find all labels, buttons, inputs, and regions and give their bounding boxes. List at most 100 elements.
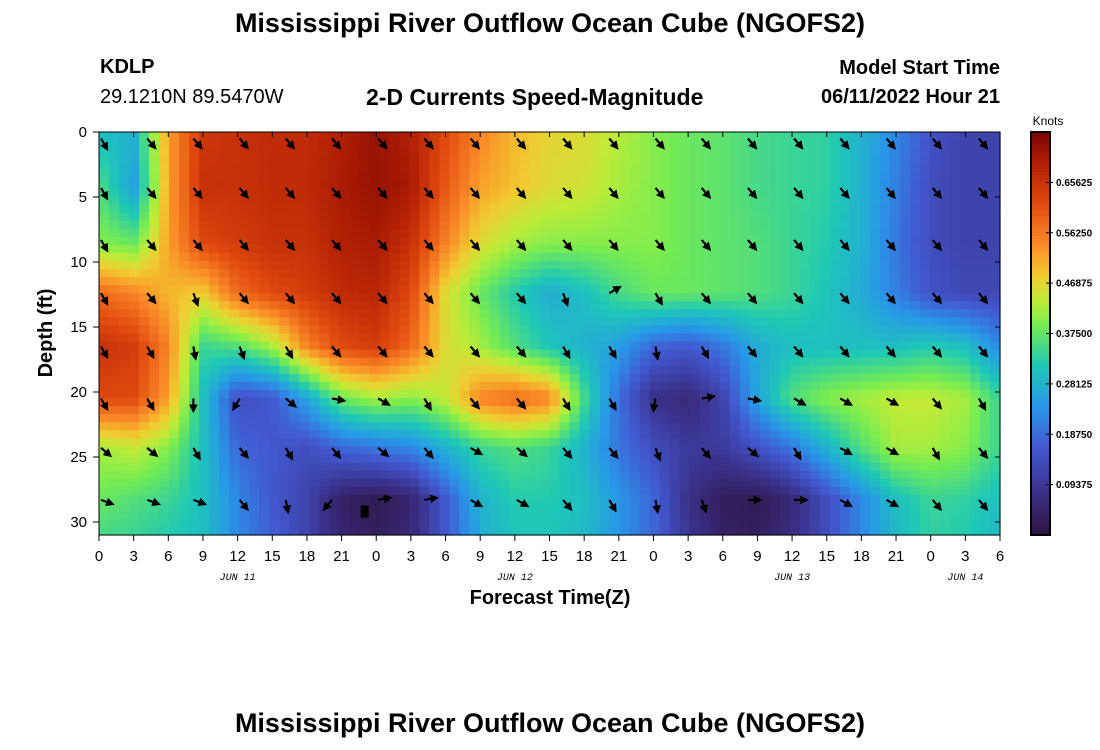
heatmap-cell (949, 132, 961, 141)
heatmap-cell (299, 252, 310, 262)
heatmap-cell (369, 285, 380, 294)
heatmap-cell (419, 285, 430, 294)
heatmap-cell (569, 260, 581, 270)
heatmap-cell (869, 454, 881, 464)
colorbar-segment (1031, 242, 1050, 247)
heatmap-cell (689, 180, 701, 190)
heatmap-cell (949, 430, 961, 439)
colorbar-segment (1031, 205, 1050, 210)
heatmap-cell (269, 486, 280, 496)
heatmap-cell (429, 204, 440, 214)
heatmap-cell (789, 260, 801, 270)
heatmap-cell (549, 220, 561, 230)
heatmap-cell (709, 140, 721, 149)
heatmap-cell (899, 357, 911, 367)
heatmap-cell (809, 301, 821, 310)
heatmap-cell (139, 406, 150, 415)
heatmap-cell (229, 341, 240, 351)
heatmap-cell (649, 414, 661, 423)
heatmap-cell (169, 502, 180, 512)
heatmap-cell (389, 132, 400, 141)
current-arrow (562, 397, 571, 412)
heatmap-cell (859, 341, 871, 351)
heatmap-cell (169, 204, 180, 214)
heatmap-cell (99, 365, 110, 375)
heatmap-cell (129, 236, 140, 246)
heatmap-cell (199, 502, 210, 512)
heatmap-cell (379, 132, 390, 141)
heatmap-cell (179, 341, 190, 351)
heatmap-cell (99, 156, 110, 165)
heatmap-cell (469, 172, 481, 181)
heatmap-cell (889, 196, 901, 206)
heatmap-cell (629, 502, 641, 512)
heatmap-cell (249, 389, 260, 399)
heatmap-cell (569, 349, 581, 359)
heatmap-cell (699, 470, 711, 480)
heatmap-cell (659, 389, 671, 399)
heatmap-cell (109, 494, 120, 504)
heatmap-cell (299, 269, 310, 278)
heatmap-cell (269, 269, 280, 278)
heatmap-cell (939, 397, 951, 407)
heatmap-cell (159, 140, 170, 149)
heatmap-cell (529, 172, 541, 181)
heatmap-cell (669, 333, 681, 343)
heatmap-cell (869, 406, 881, 415)
heatmap-cell (669, 244, 681, 254)
heatmap-cell (199, 236, 210, 246)
heatmap-cell (509, 236, 521, 246)
heatmap-cell (769, 212, 781, 222)
heatmap-cell (799, 438, 811, 447)
heatmap-cell (689, 357, 701, 367)
heatmap-cell (359, 397, 370, 407)
current-arrow (747, 187, 758, 200)
heatmap-cell (129, 220, 140, 230)
heatmap-cell (559, 430, 571, 439)
heatmap-cell (449, 188, 460, 198)
heatmap-cell (679, 325, 691, 335)
heatmap-cell (649, 172, 661, 181)
heatmap-cell (549, 325, 561, 335)
heatmap-cell (589, 260, 601, 270)
heatmap-cell (739, 309, 751, 318)
heatmap-cell (239, 309, 250, 318)
heatmap-cell (489, 414, 501, 423)
heatmap-cell (329, 156, 340, 165)
heatmap-cell (199, 204, 210, 214)
heatmap-cell (339, 277, 350, 286)
heatmap-cell (629, 333, 641, 343)
heatmap-cell (189, 470, 200, 480)
heatmap-cell (599, 148, 611, 157)
heatmap-cell (579, 293, 591, 302)
heatmap-cell (489, 244, 501, 254)
heatmap-cell (459, 373, 471, 383)
heatmap-cell (849, 397, 861, 407)
heatmap-cell (599, 502, 611, 512)
heatmap-cell (499, 486, 511, 496)
heatmap-cell (709, 470, 721, 480)
heatmap-cell (929, 148, 941, 157)
heatmap-cell (439, 446, 450, 455)
heatmap-cell (179, 140, 190, 149)
heatmap-cell (659, 526, 671, 536)
heatmap-cell (789, 269, 801, 278)
heatmap-cell (469, 414, 481, 423)
heatmap-cell (429, 244, 440, 254)
heatmap-cell (969, 422, 981, 431)
heatmap-cell (769, 454, 781, 464)
heatmap-cell (299, 172, 310, 181)
heatmap-cell (309, 196, 320, 206)
heatmap-cell (799, 502, 811, 512)
heatmap-cell (329, 285, 340, 294)
heatmap-cell (809, 196, 821, 206)
heatmap-cell (239, 325, 250, 335)
heatmap-cell (139, 526, 150, 536)
heatmap-cell (569, 478, 581, 488)
heatmap-cell (899, 244, 911, 254)
heatmap-cell (99, 252, 110, 262)
heatmap-cell (409, 140, 420, 149)
heatmap-cell (249, 478, 260, 488)
colorbar-segment (1031, 195, 1050, 200)
heatmap-cell (679, 446, 691, 455)
